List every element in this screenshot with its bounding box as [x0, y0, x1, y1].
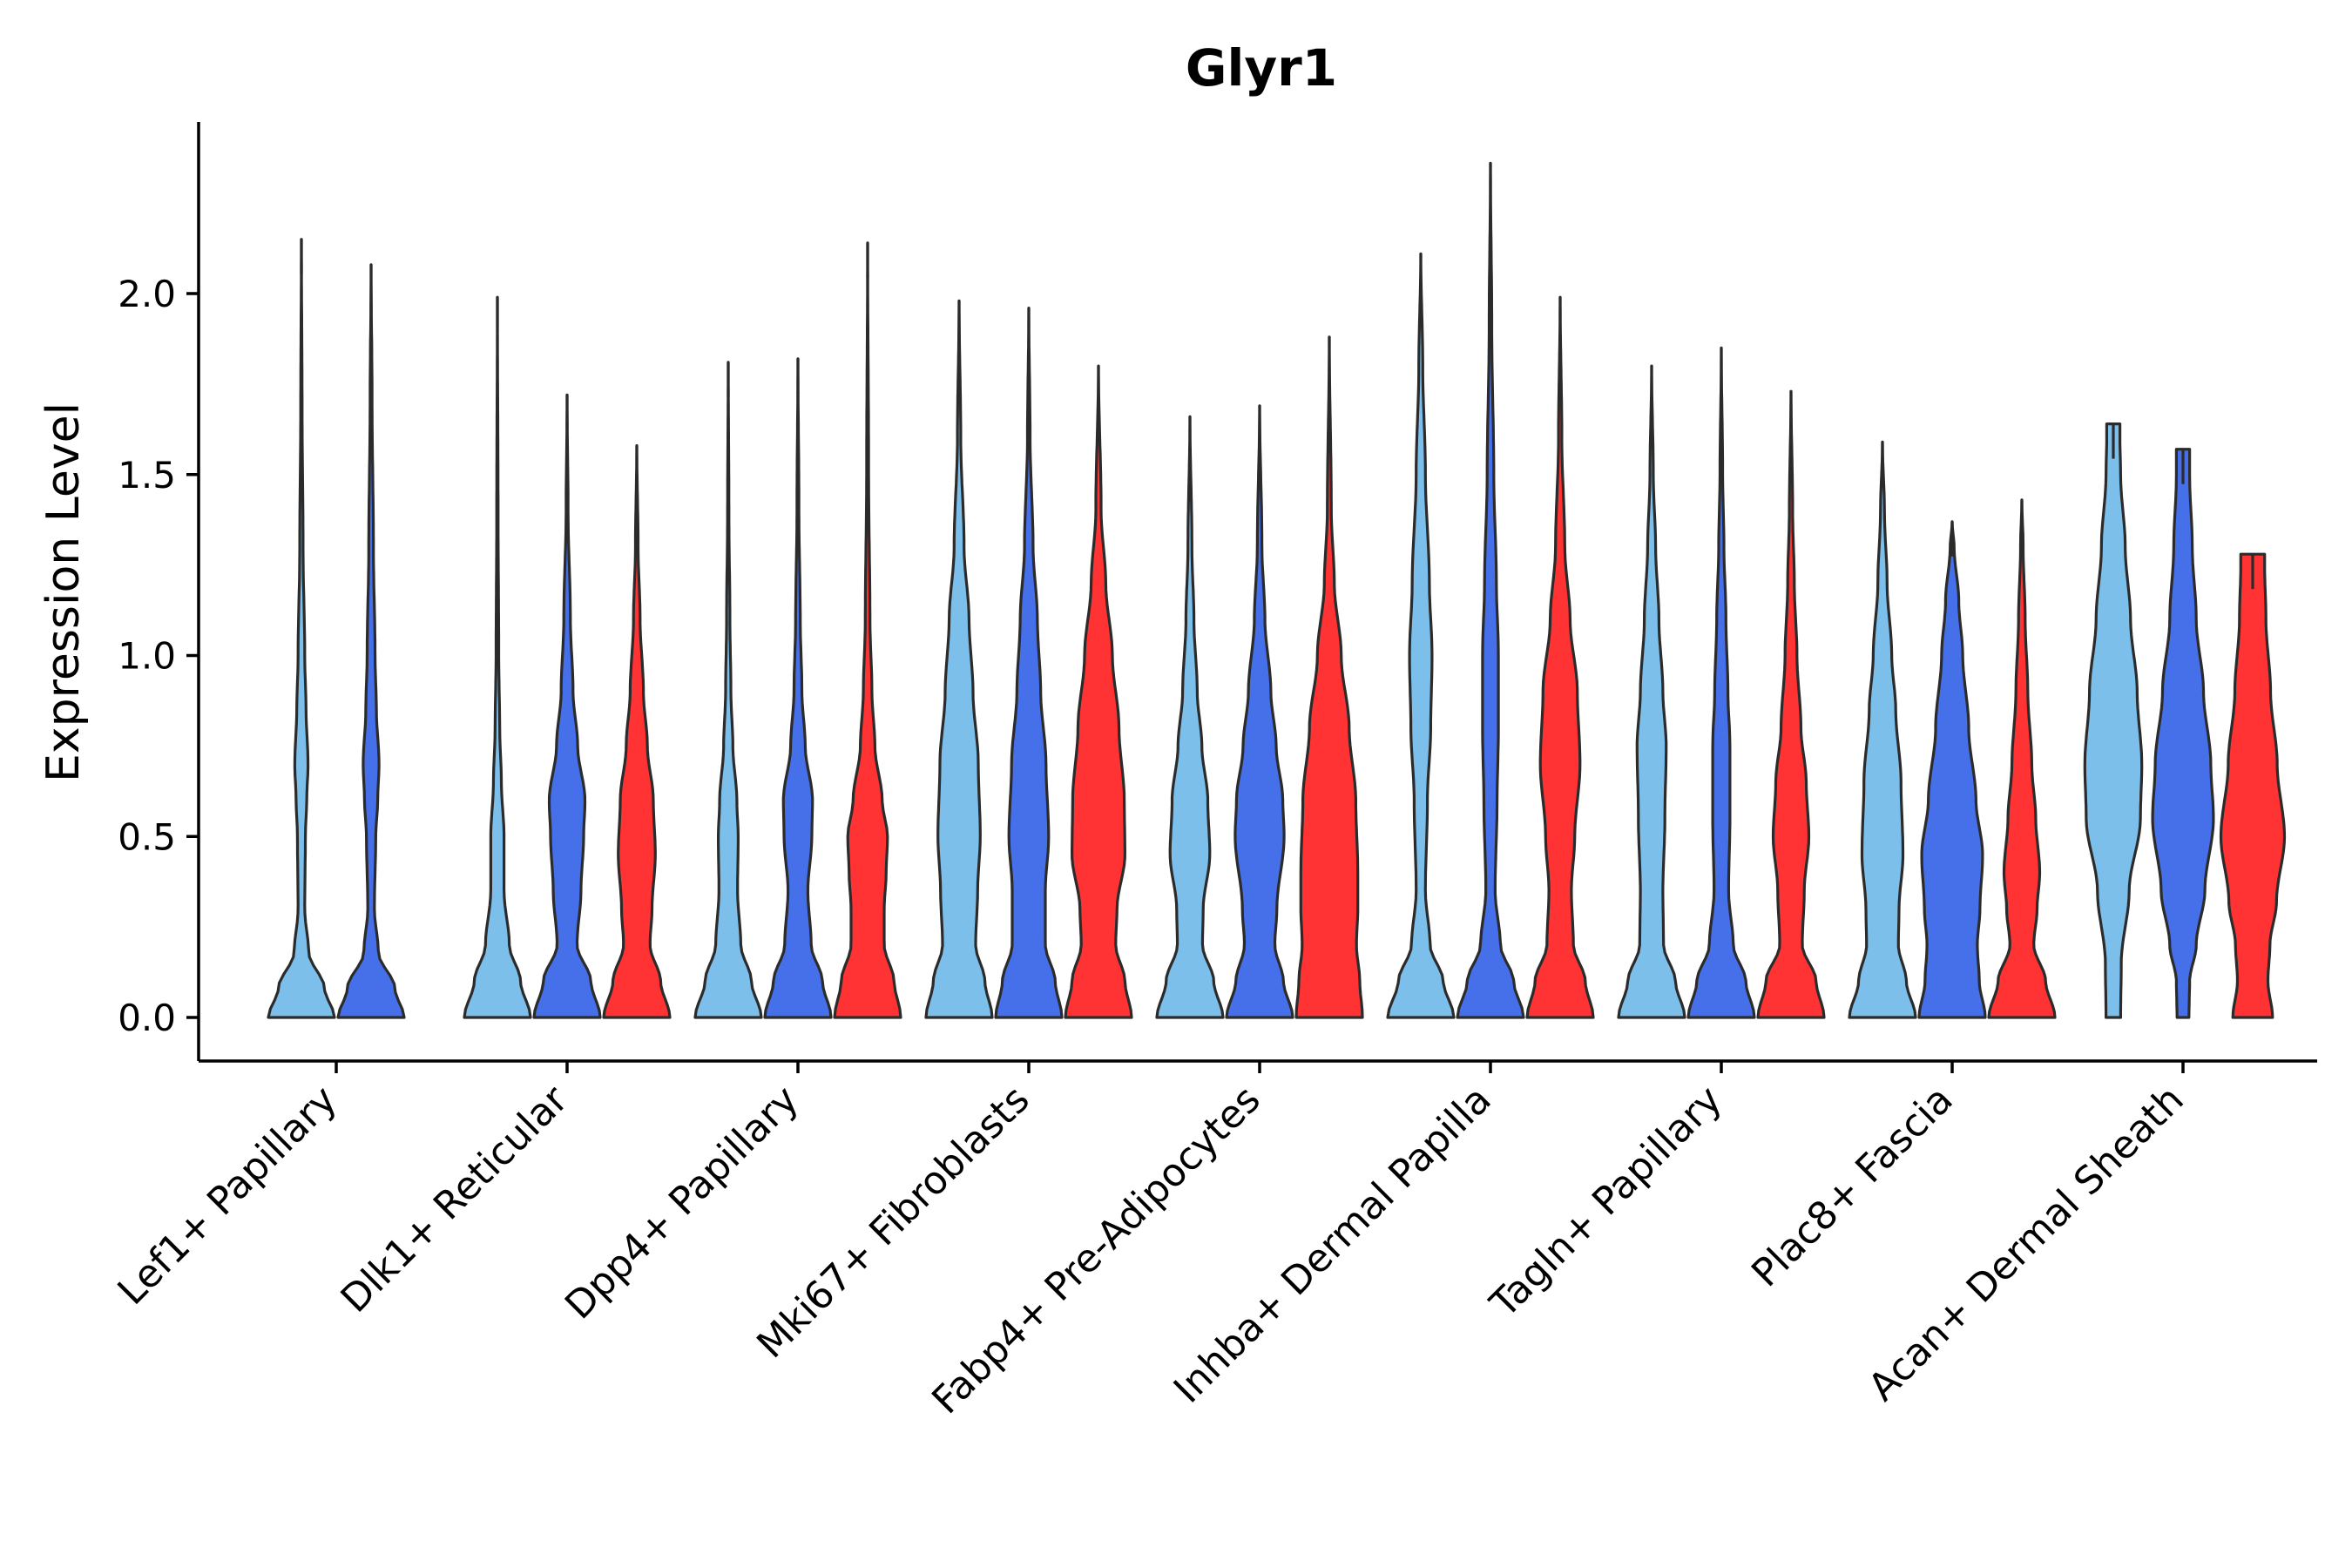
- violin: [2083, 422, 2144, 1019]
- violin: [267, 238, 336, 1019]
- violin: [1386, 252, 1456, 1019]
- violin: [1456, 161, 1525, 1019]
- x-tick-label: Dlk1+ Reticular: [333, 1077, 578, 1321]
- y-tick-label: 1.5: [118, 454, 176, 497]
- x-tick-label: Dpp4+ Papillary: [557, 1078, 808, 1328]
- y-axis-label: Expression Level: [37, 402, 90, 782]
- violin: [924, 299, 994, 1019]
- violin: [1225, 404, 1294, 1019]
- violin: [2219, 552, 2287, 1019]
- violin: [693, 361, 763, 1019]
- violin: [1155, 415, 1225, 1019]
- x-tick-label: Tagln+ Papillary: [1482, 1078, 1731, 1327]
- y-tick-label: 1.0: [118, 635, 176, 678]
- y-tick-label: 0.5: [118, 815, 176, 858]
- violin: [1987, 498, 2057, 1019]
- x-tick-label: Plac8+ Fascia: [1743, 1078, 1962, 1296]
- y-tick-label: 2.0: [118, 273, 176, 315]
- violin: [763, 357, 833, 1019]
- x-tick-label: Lef1+ Papillary: [110, 1078, 346, 1314]
- violin: [602, 443, 672, 1019]
- violin: [833, 241, 902, 1019]
- violin-plot-area: [267, 161, 2287, 1019]
- violin: [1294, 335, 1364, 1019]
- violin: [1756, 389, 1826, 1019]
- violin: [1848, 440, 1917, 1019]
- violin: [1525, 295, 1595, 1019]
- chart-title: Glyr1: [1186, 38, 1337, 98]
- violin: [1917, 520, 1987, 1019]
- violin: [336, 263, 406, 1019]
- violin: [994, 307, 1064, 1019]
- violin: [463, 295, 532, 1019]
- violin: [1686, 346, 1756, 1019]
- violin: [1064, 364, 1133, 1019]
- violin: [532, 393, 602, 1019]
- violin: [1617, 364, 1686, 1019]
- y-tick-label: 0.0: [118, 997, 176, 1039]
- y-axis: 0.0 0.5 1.0 1.5 2.0: [118, 122, 200, 1061]
- violin: [2151, 448, 2215, 1019]
